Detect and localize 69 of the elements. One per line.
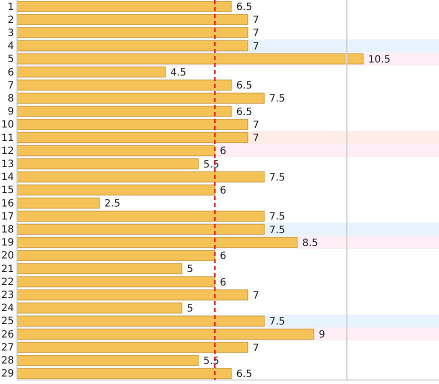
y-tick-label: 6	[8, 67, 14, 78]
y-tick-label: 18	[1, 224, 14, 236]
data-label: 10.5	[368, 54, 390, 66]
y-tick-label: 22	[1, 276, 14, 288]
bar	[16, 276, 216, 288]
y-tick-label: 10	[1, 120, 14, 131]
bar	[16, 354, 199, 366]
y-tick-label: 12	[1, 146, 14, 157]
data-label: 7	[252, 120, 260, 131]
data-label: 5	[186, 264, 194, 276]
bar	[16, 14, 248, 26]
data-label: 7.5	[269, 224, 286, 236]
data-label: 7.5	[269, 94, 286, 105]
data-label: 6	[220, 251, 226, 262]
data-label: 7	[252, 133, 260, 144]
bar	[16, 368, 232, 380]
data-label: 5	[186, 304, 194, 315]
data-label: 2.5	[104, 198, 120, 210]
y-tick-label: 17	[1, 211, 14, 222]
data-label: 7.5	[269, 316, 286, 328]
data-label: 6	[220, 146, 226, 158]
data-label: 6.5	[236, 106, 252, 118]
bar	[16, 80, 232, 91]
y-tick-label: 8	[8, 93, 14, 104]
data-label: 7	[252, 28, 260, 40]
data-label: 7	[252, 342, 260, 354]
y-tick-label: 15	[1, 185, 14, 196]
y-tick-label: 9	[8, 106, 14, 118]
data-label: 7.5	[269, 172, 286, 184]
y-tick-label: 28	[1, 356, 14, 367]
data-label: 9	[318, 330, 326, 341]
y-tick-label: 24	[1, 303, 14, 314]
y-tick-label: 11	[1, 132, 14, 144]
y-tick-label: 14	[1, 172, 14, 184]
bar	[16, 184, 216, 196]
data-label: 6.5	[236, 2, 252, 13]
data-label: 6	[220, 186, 226, 196]
y-tick-label: 1	[8, 2, 14, 13]
data-label: 8.5	[302, 238, 318, 249]
bar	[16, 92, 265, 104]
bar	[16, 289, 248, 300]
bar	[16, 171, 265, 182]
y-tick-label: 19	[1, 238, 14, 249]
data-label: 6.5	[236, 369, 252, 380]
data-label: 7.5	[269, 212, 286, 223]
bar	[16, 263, 182, 274]
y-tick-label: 5	[8, 54, 14, 66]
data-label: 6	[220, 277, 226, 288]
bar	[16, 0, 232, 12]
y-tick-label: 25	[1, 316, 14, 328]
y-tick-label: 23	[1, 290, 14, 302]
y-tick-label: 4	[8, 41, 14, 52]
y-tick-label: 3	[8, 28, 14, 39]
y-tick-label: 20	[1, 250, 14, 262]
y-tick-label: 2	[8, 14, 14, 26]
data-label: 7	[252, 290, 260, 302]
y-tick-label: 26	[1, 329, 14, 340]
y-tick-label: 7	[8, 80, 14, 92]
data-label: 7	[252, 41, 260, 52]
y-tick-label: 27	[1, 342, 14, 354]
data-label: 6.5	[236, 80, 252, 92]
y-tick-label: 16	[1, 198, 14, 210]
y-tick-label: 13	[1, 158, 14, 170]
data-label: 7	[252, 15, 260, 26]
y-tick-label: 21	[1, 264, 14, 275]
bar	[16, 198, 100, 209]
bar	[16, 106, 232, 117]
data-label: 4.5	[170, 67, 186, 78]
y-tick-label: 29	[1, 368, 14, 380]
